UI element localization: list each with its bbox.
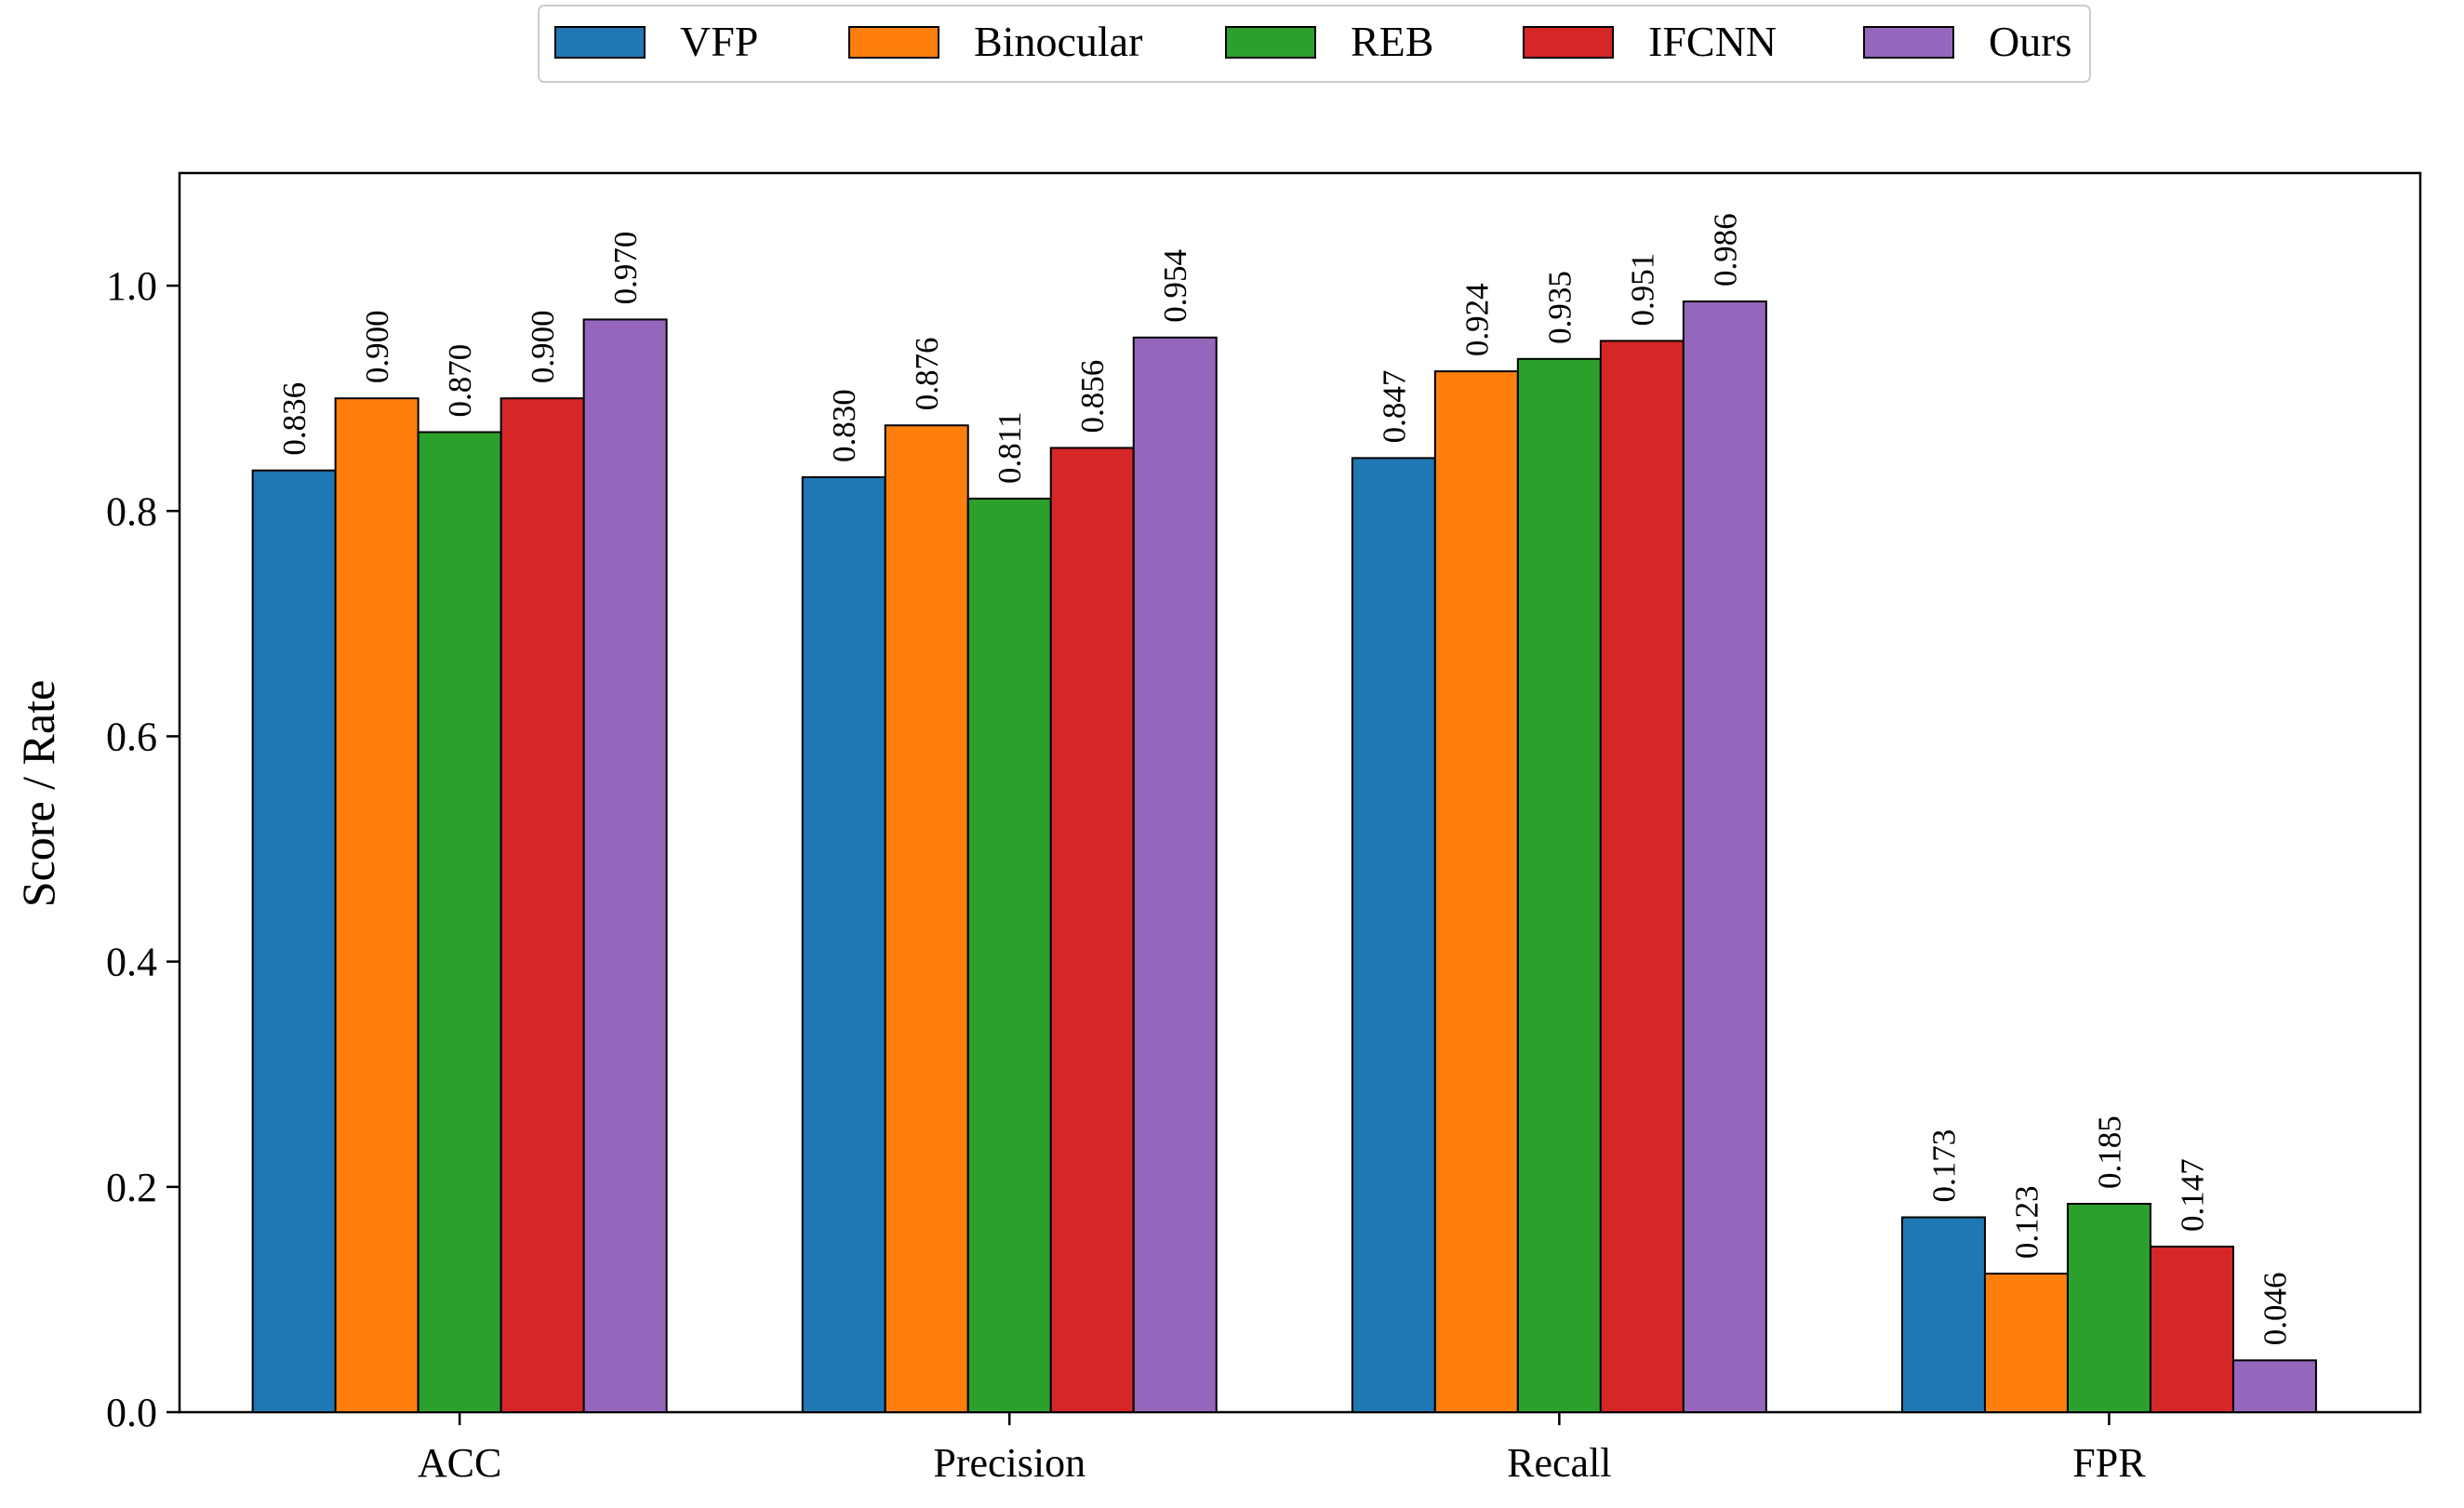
data-label-ours-recall: 0.986 <box>1707 213 1743 287</box>
legend-label-reb: REB <box>1351 18 1433 65</box>
bar-ours-recall <box>1682 300 1767 1414</box>
y-tick-label: 0.8 <box>106 488 157 534</box>
y-tick-label: 0.4 <box>106 940 157 985</box>
bar-binocular-fpr <box>1983 1273 2069 1414</box>
bar-binocular-acc <box>334 397 420 1414</box>
bar-reb-precision <box>966 497 1052 1413</box>
y-tick-label: 0.2 <box>106 1165 157 1210</box>
data-label-ours-acc: 0.970 <box>607 232 644 305</box>
bar-reb-recall <box>1516 357 1602 1413</box>
data-label-binocular-precision: 0.876 <box>909 337 945 410</box>
bar-binocular-recall <box>1433 370 1519 1413</box>
y-axis-title: Score / Rate <box>12 680 64 907</box>
legend-swatch-ours <box>1863 26 1954 59</box>
plot-area: 0.0 0.2 0.4 0.6 0.8 1.0 0.836 0.900 0.870 0.900 0.… <box>106 171 2422 1486</box>
data-label-vfp-fpr: 0.173 <box>1925 1129 1962 1203</box>
legend-label-ours: Ours <box>1989 18 2071 65</box>
bar-ifcnn-recall <box>1599 340 1685 1414</box>
data-label-ours-fpr: 0.046 <box>2257 1273 2293 1346</box>
bar-reb-acc <box>417 431 502 1414</box>
bar-ours-precision <box>1132 336 1218 1413</box>
data-label-ifcnn-recall: 0.951 <box>1624 253 1660 327</box>
legend: VFP Binocular REB IFCNN Ours <box>538 5 2091 83</box>
bar-binocular-precision <box>884 424 969 1413</box>
bar-ours-fpr <box>2231 1359 2317 1414</box>
bar-vfp-acc <box>251 469 337 1413</box>
bar-ifcnn-acc <box>499 397 585 1414</box>
data-label-vfp-precision: 0.830 <box>826 389 862 462</box>
y-tick-label: 0.0 <box>106 1390 157 1435</box>
y-tick-label: 0.6 <box>106 714 157 759</box>
bar-reb-fpr <box>2066 1202 2151 1413</box>
data-label-ifcnn-precision: 0.856 <box>1074 360 1111 434</box>
data-label-binocular-fpr: 0.123 <box>2008 1185 2044 1259</box>
bar-ifcnn-fpr <box>2149 1245 2234 1413</box>
legend-label-binocular: Binocular <box>974 18 1142 65</box>
legend-swatch-reb <box>1225 26 1316 59</box>
data-label-ours-precision: 0.954 <box>1157 249 1193 323</box>
data-label-reb-acc: 0.870 <box>442 344 478 418</box>
plot-frame <box>178 171 2422 1414</box>
data-label-ifcnn-fpr: 0.147 <box>2174 1158 2210 1232</box>
bar-ours-acc <box>582 318 668 1413</box>
legend-label-ifcnn: IFCNN <box>1648 18 1777 65</box>
data-label-reb-recall: 0.935 <box>1541 271 1578 344</box>
data-label-reb-precision: 0.811 <box>992 411 1028 483</box>
legend-swatch-vfp <box>554 26 646 59</box>
legend-swatch-binocular <box>848 26 939 59</box>
bar-ifcnn-precision <box>1049 447 1135 1414</box>
x-tick-label-fpr: FPR <box>2072 1440 2146 1486</box>
data-label-binocular-recall: 0.924 <box>1458 283 1495 356</box>
legend-swatch-ifcnn <box>1523 26 1614 59</box>
data-label-ifcnn-acc: 0.900 <box>525 310 561 383</box>
x-tick-label-precision: Precision <box>933 1440 1085 1486</box>
data-label-reb-fpr: 0.185 <box>2091 1115 2127 1189</box>
data-label-vfp-acc: 0.836 <box>276 382 313 456</box>
legend-label-vfp: VFP <box>680 18 758 65</box>
bar-vfp-fpr <box>1900 1216 1986 1413</box>
bar-vfp-recall <box>1351 457 1436 1413</box>
data-label-vfp-recall: 0.847 <box>1376 370 1412 444</box>
data-label-binocular-acc: 0.900 <box>359 310 395 383</box>
x-tick-label-acc: ACC <box>418 1440 501 1486</box>
y-tick-label: 1.0 <box>106 263 157 309</box>
bar-vfp-precision <box>801 475 886 1413</box>
x-tick-label-recall: Recall <box>1507 1440 1611 1486</box>
